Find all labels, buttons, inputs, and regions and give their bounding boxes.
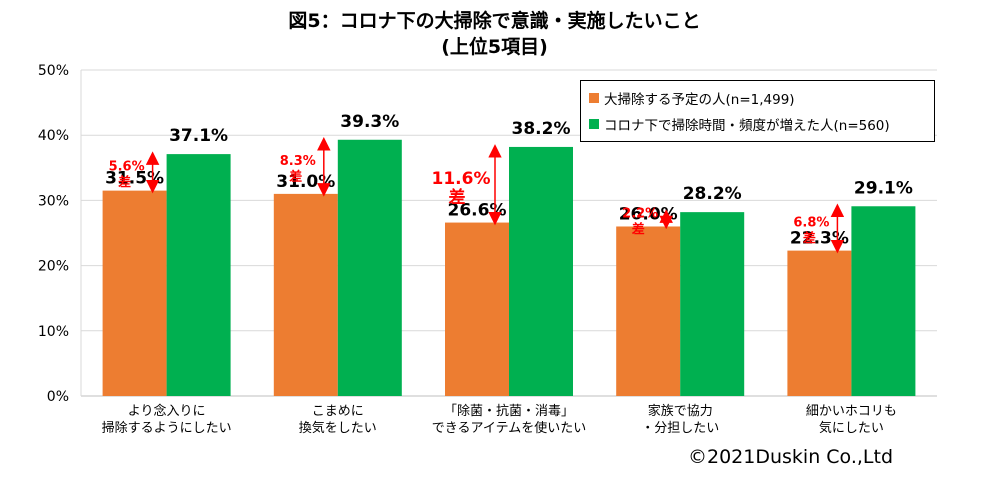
y-tick-label: 10% bbox=[38, 324, 69, 340]
legend-swatch-series2 bbox=[589, 119, 599, 129]
bar-series2 bbox=[166, 154, 231, 396]
x-tick-label: ・分担したい bbox=[641, 421, 719, 436]
difference-suffix: 差 bbox=[118, 174, 131, 190]
bar-series1 bbox=[787, 250, 852, 396]
x-tick-label: こまめに bbox=[312, 404, 364, 419]
data-label-series2: 28.2% bbox=[683, 184, 742, 204]
copyright-notice: ©2021Duskin Co.,Ltd bbox=[688, 446, 894, 468]
legend-label-series1: 大掃除する予定の人(n=1,499) bbox=[604, 92, 795, 108]
data-label-series2: 39.3% bbox=[340, 112, 399, 132]
x-tick-label: 掃除するようにしたい bbox=[102, 420, 232, 436]
legend-item-series1: 大掃除する予定の人(n=1,499) bbox=[589, 85, 926, 111]
bar-series1 bbox=[445, 222, 509, 396]
bar-series1 bbox=[102, 190, 167, 396]
bar-series2 bbox=[680, 212, 745, 396]
x-tick-label: 気にしたい bbox=[819, 420, 884, 436]
y-tick-label: 20% bbox=[38, 259, 69, 275]
y-tick-label: 0% bbox=[47, 389, 69, 405]
legend-swatch-series1 bbox=[589, 93, 599, 103]
bar-series1 bbox=[273, 193, 338, 396]
chart-legend: 大掃除する予定の人(n=1,499) コロナ下で掃除時間・頻度が増えた人(n=5… bbox=[580, 80, 935, 142]
x-tick-label: 換気をしたい bbox=[299, 420, 377, 436]
x-tick-label: できるアイテムを使いたい bbox=[432, 420, 586, 436]
bar-series1 bbox=[616, 226, 681, 396]
difference-suffix: 差 bbox=[289, 169, 302, 185]
data-label-series2: 37.1% bbox=[169, 126, 228, 146]
bar-series2 bbox=[337, 139, 402, 396]
legend-label-series2: コロナ下で掃除時間・頻度が増えた人(n=560) bbox=[604, 118, 890, 134]
chart-title: 図5：コロナ下の大掃除で意識・実施したいこと bbox=[288, 10, 701, 32]
difference-suffix: 差 bbox=[632, 221, 645, 237]
y-tick-label: 30% bbox=[38, 193, 69, 209]
difference-value: 6.8% bbox=[793, 215, 829, 230]
data-label-series2: 29.1% bbox=[854, 178, 913, 198]
x-tick-label: 「除菌・抗菌・消毒」 bbox=[444, 404, 574, 419]
difference-value: 8.3% bbox=[280, 154, 316, 169]
chart-subtitle: (上位5項目) bbox=[441, 36, 548, 58]
difference-suffix: 差 bbox=[449, 187, 466, 208]
difference-value: 11.6% bbox=[432, 169, 491, 189]
y-tick-label: 50% bbox=[38, 63, 69, 79]
data-label-series2: 38.2% bbox=[512, 119, 571, 139]
y-tick-label: 40% bbox=[38, 128, 69, 144]
difference-value: 2.2% bbox=[622, 206, 658, 221]
data-label-series1: 31.0% bbox=[276, 172, 335, 192]
bar-series2 bbox=[851, 206, 916, 396]
data-label-series1: 22.3% bbox=[790, 229, 849, 249]
bar-series2 bbox=[509, 146, 573, 396]
x-tick-label: より念入りに bbox=[128, 403, 206, 419]
difference-suffix: 差 bbox=[803, 230, 816, 246]
x-tick-label: 家族で協力 bbox=[648, 403, 713, 419]
legend-item-series2: コロナ下で掃除時間・頻度が増えた人(n=560) bbox=[589, 111, 926, 137]
x-tick-label: 細かいホコリも bbox=[806, 404, 897, 419]
difference-value: 5.6% bbox=[109, 159, 145, 174]
